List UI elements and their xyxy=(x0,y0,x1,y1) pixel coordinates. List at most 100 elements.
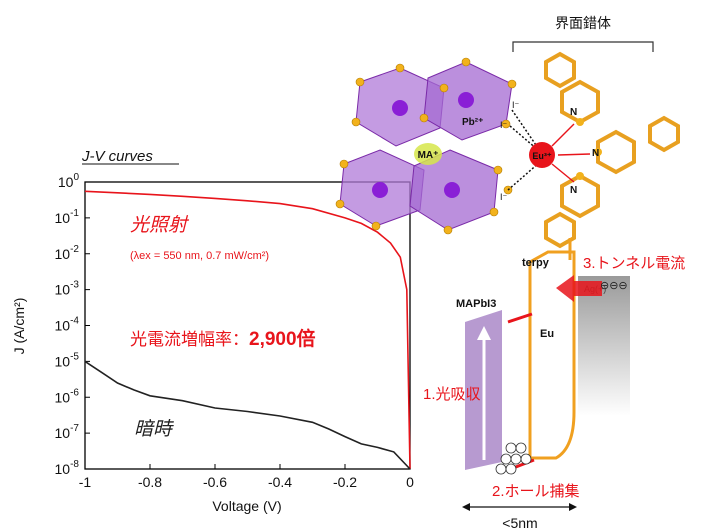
gain-label: 光電流増幅率：2,900倍 xyxy=(130,327,316,350)
atom xyxy=(439,83,449,93)
eu-level-top xyxy=(507,312,533,324)
pyridine-ring xyxy=(560,173,600,219)
y-tick-label: 10-7 xyxy=(55,423,80,441)
y-tick-label: 10-2 xyxy=(55,244,80,262)
atom xyxy=(443,225,453,235)
y-tick-label: 10-3 xyxy=(55,280,80,298)
chart-title: J-V curves xyxy=(81,148,153,165)
step-1-label: 1.光吸収 xyxy=(423,386,481,403)
terpy-ligand xyxy=(544,51,680,249)
width-label: <5nm xyxy=(502,515,537,531)
complex-bracket xyxy=(512,41,654,52)
eu-band-label: Eu xyxy=(540,328,554,340)
nitrogen-label: N xyxy=(570,107,577,118)
atom xyxy=(493,165,503,175)
y-tick-label: 100 xyxy=(58,172,80,190)
light-condition: (λex = 550 nm, 0.7 mW/cm²) xyxy=(130,250,269,262)
mapbi3-label: MAPbI3 xyxy=(456,298,496,310)
atom xyxy=(351,117,361,127)
atom xyxy=(576,172,584,180)
gain-label-text: 光電流増幅率： xyxy=(130,330,249,349)
pyridine-ring xyxy=(648,115,680,153)
y-tick-label: 10-5 xyxy=(55,351,80,369)
pyridine-ring xyxy=(560,79,600,125)
nitrogen-atoms xyxy=(576,118,602,180)
terpy-label: terpy xyxy=(522,257,550,269)
atom xyxy=(594,148,602,156)
eu-band-outline xyxy=(528,250,576,460)
coordination-arrows xyxy=(551,123,591,183)
dark-label: 暗時 xyxy=(134,419,174,440)
x-tick-label: -0.4 xyxy=(268,474,292,490)
light-label: 光照射 xyxy=(130,215,190,236)
x-tick-label: -1 xyxy=(79,474,92,490)
ma-cation xyxy=(414,143,442,165)
bond xyxy=(511,109,539,149)
hole xyxy=(495,463,507,475)
iodide-label: I⁻ xyxy=(500,192,508,202)
nitrogen-label: N xyxy=(592,148,599,159)
series-line xyxy=(84,360,411,470)
bond xyxy=(507,161,541,191)
x-tick-label: 0 xyxy=(406,474,414,490)
x-tick-label: -0.8 xyxy=(138,474,162,490)
eu-ion xyxy=(529,142,555,168)
nitrogen-label: N xyxy=(570,185,577,196)
atom xyxy=(458,92,474,108)
pyridine-ring xyxy=(544,51,576,89)
iodide-label: I⁻ xyxy=(512,100,520,110)
atom xyxy=(419,113,429,123)
ma-label: MA⁺ xyxy=(418,150,439,161)
structure-diagram: 界面錯体 xyxy=(335,15,680,249)
y-tick-label: 10-6 xyxy=(55,387,80,405)
atom xyxy=(339,159,349,169)
y-axis-ticks: 100 10-1 10-2 10-3 10-4 10-5 10-6 10-7 10-8 xyxy=(55,172,90,477)
pb-label: Pb²⁺ xyxy=(462,117,483,128)
complex-title: 界面錯体 xyxy=(555,15,611,31)
width-arrowhead-right xyxy=(569,503,577,511)
x-tick-label: -0.2 xyxy=(333,474,357,490)
x-axis-ticks: -1 -0.8 -0.6 -0.4 -0.2 0 xyxy=(79,464,414,490)
arrow xyxy=(551,123,575,147)
arrow xyxy=(557,153,591,156)
arrow xyxy=(551,163,575,183)
coordination-bonds xyxy=(507,109,541,191)
silver-electrode xyxy=(578,276,630,416)
hole xyxy=(505,463,517,475)
atom xyxy=(392,100,408,116)
iodine-atoms xyxy=(335,57,517,235)
x-axis-label: Voltage (V) xyxy=(212,498,281,514)
atom xyxy=(372,182,388,198)
step-3-label: 3.トンネル電流 xyxy=(583,255,685,272)
hole xyxy=(515,442,527,454)
atom xyxy=(461,57,471,67)
atom xyxy=(507,79,517,89)
series-line xyxy=(84,190,411,470)
atom xyxy=(395,63,405,73)
x-tick-label: -0.6 xyxy=(203,474,227,490)
atom xyxy=(489,207,499,217)
hole xyxy=(520,453,532,465)
iodide-label: I⁻ xyxy=(500,120,508,130)
width-arrowhead-left xyxy=(462,503,470,511)
eu-label: Eu³⁺ xyxy=(532,151,551,161)
atom xyxy=(355,77,365,87)
y-tick-label: 10-1 xyxy=(55,208,80,226)
y-tick-label: 10-4 xyxy=(55,316,80,334)
step-2-label: 2.ホール捕集 xyxy=(492,483,580,500)
holes xyxy=(495,442,532,475)
atom xyxy=(501,119,511,129)
gain-value: 2,900倍 xyxy=(249,327,316,350)
lead-atoms xyxy=(372,92,474,198)
band-diagram: Ag(+) Eu terpy MAPbI3 ⊖⊖⊖ 3.トンネル電流 1.光吸収… xyxy=(423,238,685,531)
atom xyxy=(444,182,460,198)
pyridine-ring xyxy=(544,211,576,249)
y-axis-label: J (A/cm²) xyxy=(11,298,27,355)
tunnel-arrow xyxy=(556,275,602,302)
hole xyxy=(505,442,517,454)
series-layer xyxy=(84,190,411,470)
jv-chart: J-V curves 10010-110-210-310-410-510-610… xyxy=(11,148,414,514)
y-tick-label: 10-8 xyxy=(55,459,80,477)
absorption-arrowhead xyxy=(477,326,491,340)
